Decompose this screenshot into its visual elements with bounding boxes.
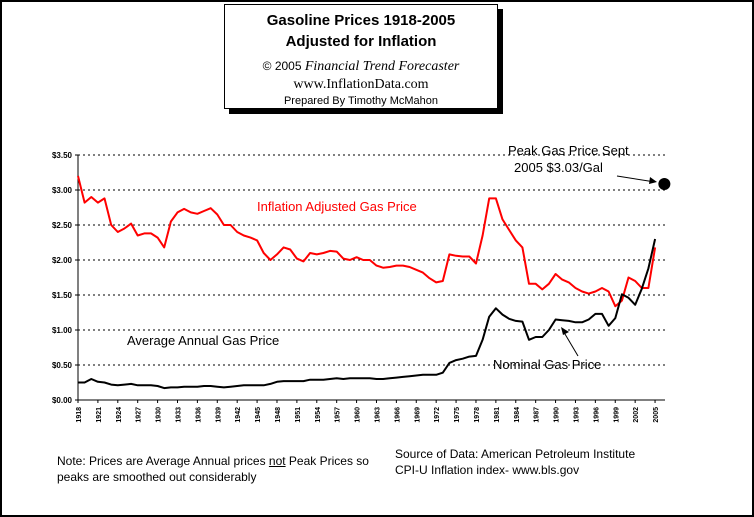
adjusted-series-label: Inflation Adjusted Gas Price: [257, 199, 417, 214]
x-tick-label: 1999: [613, 407, 620, 423]
left-note: Note: Prices are Average Annual prices n…: [57, 453, 369, 485]
note-text-not: not: [268, 454, 286, 468]
prepared-by-text: Prepared By Timothy McMahon: [283, 95, 439, 107]
peak-pointer-arrowhead: [649, 177, 657, 184]
x-tick-label: 1969: [414, 407, 421, 423]
y-tick-label: $1.00: [52, 326, 73, 335]
x-tick-label: 1921: [96, 407, 103, 423]
peak-price-marker: [658, 178, 671, 190]
nominal-price-line: [78, 238, 657, 390]
note-line1: Note: Prices are Average Annual prices n…: [57, 453, 369, 469]
website-text: www.InflationData.com: [293, 77, 429, 92]
source-line2: CPI-U Inflation index- www.bls.gov: [395, 463, 580, 477]
nominal-series-label: Nominal Gas Price: [493, 357, 601, 372]
copyright-prefix: © 2005: [262, 59, 302, 73]
x-tick-label: 1978: [474, 407, 481, 423]
x-tick-label: 1963: [374, 407, 381, 423]
x-tick-label: 2002: [633, 407, 640, 423]
note-line2: peaks are smoothed out considerably: [57, 470, 257, 484]
adjusted-price-line: [77, 175, 657, 308]
x-tick-label: 1996: [593, 407, 600, 423]
x-tick-label: 1972: [434, 407, 441, 423]
y-tick-label: $2.00: [52, 256, 73, 265]
average-series-label: Average Annual Gas Price: [127, 333, 279, 348]
x-tick-label: 1933: [175, 407, 182, 423]
peak-annotation-pointer: [616, 175, 656, 183]
x-tick-label: 1975: [454, 407, 461, 423]
y-tick-label: $1.50: [52, 291, 73, 300]
x-tick-label: 1954: [315, 407, 322, 423]
source-line1: Source of Data: American Petroleum Insti…: [395, 447, 636, 461]
x-tick-label: 1948: [275, 407, 282, 423]
y-axis-ticks: $0.00 $0.50 $1.00 $1.50 $2.00 $2.50 $3.00 $3.50: [52, 151, 78, 405]
x-tick-label: 1936: [195, 407, 202, 423]
copyright-line: © 2005 Financial Trend Forecaster: [225, 59, 497, 75]
x-tick-label: 1966: [394, 407, 401, 423]
x-tick-label: 2005: [653, 407, 660, 423]
chart-subtitle: Adjusted for Inflation: [285, 33, 437, 50]
y-tick-label: $0.50: [52, 361, 73, 370]
x-tick-label: 1957: [335, 407, 342, 423]
x-tick-label: 1981: [494, 407, 501, 423]
x-tick-label: 1960: [355, 407, 362, 423]
note-text-a: Note: Prices are Average Annual prices: [57, 454, 269, 468]
y-tick-label: $2.50: [52, 221, 73, 230]
x-tick-label: 1939: [215, 407, 222, 423]
x-tick-label: 1942: [235, 407, 242, 423]
x-tick-label: 1951: [295, 407, 302, 423]
y-tick-label: $0.00: [52, 396, 73, 405]
x-tick-label: 1927: [136, 407, 143, 423]
x-tick-label: 1930: [156, 407, 163, 423]
copyright-name: Financial Trend Forecaster: [304, 59, 460, 74]
x-tick-label: 1924: [116, 407, 123, 423]
series-lines: [77, 175, 657, 390]
peak-annotation-line2: 2005 $3.03/Gal: [514, 160, 603, 175]
chart-title: Gasoline Prices 1918-2005: [266, 12, 456, 29]
peak-annotation-line1: Peak Gas Price Sept: [508, 143, 629, 158]
source-note: Source of Data: American Petroleum Insti…: [395, 446, 635, 478]
nominal-pointer-arrowhead: [561, 327, 569, 335]
x-tick-label: 1990: [554, 407, 561, 423]
y-tick-label: $3.50: [52, 151, 73, 160]
title-box: Gasoline Prices 1918-2005 Adjusted for I…: [224, 4, 498, 109]
x-tick-label: 1918: [76, 407, 83, 423]
x-tick-label: 1993: [573, 407, 580, 423]
x-axis-ticks: 1918 1921 1924 1927 1930 1933 1936 1939 1942 1945…: [76, 400, 660, 423]
note-text-c: Peak Prices so: [285, 454, 369, 468]
y-tick-label: $3.00: [52, 186, 73, 195]
x-tick-label: 1984: [514, 407, 521, 423]
x-tick-label: 1987: [534, 407, 541, 423]
x-tick-label: 1945: [255, 407, 262, 423]
